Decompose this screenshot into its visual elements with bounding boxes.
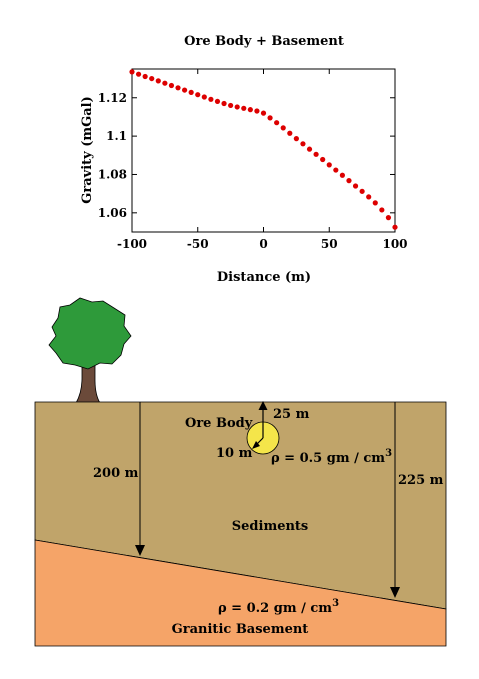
data-point <box>313 151 319 157</box>
x-tick-label: 100 <box>382 237 407 251</box>
data-point <box>326 162 332 168</box>
basement-density-label: ρ = 0.2 gm / cm3 <box>218 598 339 616</box>
data-point <box>385 215 392 221</box>
data-point <box>346 178 352 184</box>
data-point <box>135 71 142 77</box>
data-point <box>162 80 168 86</box>
x-tick-label: 0 <box>259 237 267 251</box>
data-point <box>300 141 306 147</box>
ore-radius-label: 10 m <box>216 446 253 461</box>
data-point <box>306 146 313 152</box>
y-tick-label: 1.1 <box>106 129 127 143</box>
ore-depth-label: 25 m <box>273 407 310 422</box>
plot-frame <box>131 68 396 233</box>
ore-density-label: ρ = 0.5 gm / cm3 <box>271 448 392 466</box>
data-point <box>129 69 135 75</box>
cross-section: Ore Body 25 m 10 m ρ = 0.5 gm / cm3 200 … <box>34 401 447 647</box>
data-point <box>241 105 247 111</box>
data-point <box>188 89 194 95</box>
basement-layer <box>34 539 447 647</box>
y-tick-label: 1.12 <box>98 91 127 105</box>
data-point <box>333 167 339 173</box>
data-point <box>149 75 155 82</box>
y-tick-label: 1.08 <box>98 167 127 181</box>
data-point <box>142 73 148 80</box>
data-point <box>339 172 345 178</box>
data-point <box>182 87 188 93</box>
data-point <box>254 108 260 114</box>
x-tick-label: -50 <box>187 237 209 251</box>
depth-arrowhead-right <box>390 587 400 598</box>
data-point <box>359 188 365 194</box>
depth-arrowhead-left <box>135 545 145 556</box>
basement-label: Granitic Basement <box>172 622 309 637</box>
data-point <box>352 183 359 189</box>
data-point <box>287 130 293 136</box>
data-point <box>234 104 240 110</box>
ore-radius-arrowhead <box>252 441 260 449</box>
data-point <box>392 224 398 230</box>
data-point <box>379 207 385 213</box>
x-axis-label: Distance (m) <box>217 270 311 285</box>
sediments-label: Sediments <box>232 519 309 534</box>
y-tick-label: 1.06 <box>98 206 127 220</box>
data-point <box>221 100 227 107</box>
data-point <box>293 136 299 142</box>
data-point <box>201 94 207 100</box>
data-point <box>320 156 326 163</box>
data-series <box>129 69 398 230</box>
x-tick-label: -100 <box>117 237 147 251</box>
data-point <box>175 85 181 91</box>
data-point <box>260 110 267 116</box>
data-point <box>214 98 221 105</box>
ore-body-label: Ore Body <box>185 416 253 431</box>
tree-illustration <box>48 297 132 404</box>
data-point <box>274 120 280 126</box>
tree-canopy <box>48 297 132 370</box>
data-point <box>228 102 234 109</box>
data-point <box>267 115 273 121</box>
gravity-chart: Ore Body + Basement -100 -50 0 50 100 1.061.… <box>80 34 408 285</box>
depth-right-label: 225 m <box>398 473 444 488</box>
data-point <box>280 125 286 131</box>
data-point <box>168 82 175 89</box>
data-point <box>247 107 253 113</box>
chart-title: Ore Body + Basement <box>184 34 344 49</box>
depth-left-label: 200 m <box>93 466 139 481</box>
data-point <box>372 200 378 206</box>
x-tick-label: 50 <box>321 237 338 251</box>
data-point <box>195 92 201 98</box>
ore-depth-arrowhead <box>258 401 268 410</box>
data-point <box>208 96 214 102</box>
x-axis: -100 -50 0 50 100 <box>117 69 408 251</box>
data-point <box>155 78 161 84</box>
y-axis-label: Gravity (mGal) <box>80 96 95 203</box>
data-point <box>366 194 372 200</box>
y-axis: 1.06 1.08 1.1 1.12 <box>98 91 395 220</box>
